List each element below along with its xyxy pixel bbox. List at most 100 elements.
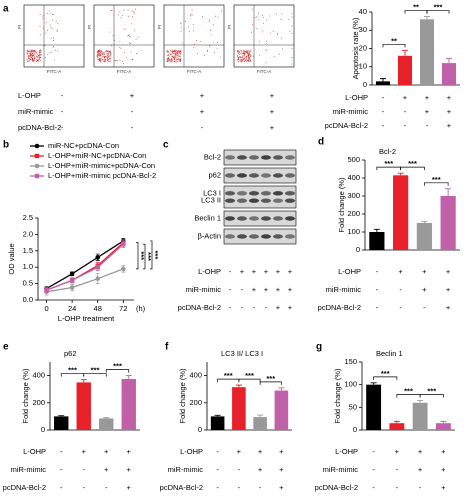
flow-event — [175, 56, 177, 58]
flow-event — [178, 59, 180, 61]
treatment-name: miR-mimic — [18, 107, 54, 116]
flow-event — [102, 55, 104, 57]
flow-event — [207, 51, 209, 53]
band-label: LC3 I — [203, 188, 221, 197]
x-unit: (h) — [136, 304, 146, 313]
significance-label: *** — [151, 251, 160, 260]
y-tick-label: 200 — [347, 209, 360, 218]
flow-event — [36, 58, 38, 60]
chart-title: Bcl-2 — [379, 147, 396, 156]
flow-event — [242, 59, 244, 61]
panel-label: f — [165, 342, 169, 353]
treatment-sign: + — [395, 447, 400, 456]
flow-event — [173, 53, 175, 55]
flow-event — [27, 54, 29, 56]
flow-event — [291, 16, 293, 18]
flow-event — [26, 59, 28, 61]
marker — [69, 271, 75, 277]
flow-x-label: FITC-A — [257, 69, 272, 74]
treatment-sign: + — [418, 465, 423, 474]
treatment-sign: - — [238, 483, 241, 492]
y-axis-label: OD value — [7, 243, 16, 274]
flow-event — [32, 59, 34, 61]
y-tick-label: 150 — [344, 357, 357, 366]
error-bar — [380, 78, 386, 82]
treatment-name: miR-mimic — [333, 107, 369, 116]
flow-event — [109, 54, 111, 55]
flow-event — [170, 58, 172, 59]
flow-event — [104, 61, 106, 62]
flow-event — [30, 53, 31, 55]
legend-label: L-OHP+miR-NC+pcDNA-Con — [48, 151, 146, 160]
flow-event — [96, 51, 98, 53]
flow-event — [192, 30, 194, 32]
flow-event — [270, 32, 272, 34]
flow-event — [103, 61, 105, 63]
flow-event — [176, 58, 178, 60]
treatment-sign: + — [258, 447, 263, 456]
flow-event — [28, 55, 30, 57]
blot-band — [236, 234, 248, 239]
flow-event — [97, 55, 98, 57]
flow-event — [263, 17, 264, 19]
flow-event — [249, 51, 251, 53]
flow-event — [39, 58, 41, 60]
flow-event — [247, 52, 249, 53]
flow-event — [44, 45, 46, 46]
bar — [76, 382, 91, 430]
flow-event — [32, 55, 34, 57]
flow-event — [209, 46, 211, 48]
flow-event — [131, 23, 133, 25]
flow-event — [33, 53, 35, 55]
flow-event — [99, 55, 101, 57]
flow-event — [113, 27, 115, 29]
flow-event — [57, 23, 59, 25]
panel-label: b — [3, 140, 9, 151]
flow-event — [105, 50, 107, 52]
legend-marker — [34, 173, 40, 179]
flow-event — [248, 59, 250, 61]
flow-event — [291, 32, 293, 34]
flow-event — [38, 59, 40, 61]
flow-event — [265, 49, 267, 51]
flow-event — [243, 58, 245, 60]
treatment-sign: - — [61, 107, 64, 116]
flow-event — [125, 57, 127, 59]
flow-event — [209, 45, 211, 47]
flow-event — [175, 49, 177, 51]
treatment-sign: + — [447, 121, 452, 130]
flow-event — [239, 52, 241, 54]
flow-event — [206, 50, 208, 51]
flow-event — [123, 9, 125, 11]
flow-event — [32, 60, 34, 62]
flow-event — [172, 53, 174, 54]
flow-event — [249, 57, 251, 59]
blot-frame — [223, 167, 297, 184]
flow-event — [281, 13, 283, 15]
flow-event — [135, 8, 137, 10]
flow-event — [169, 61, 171, 63]
flow-event — [180, 61, 182, 63]
bar — [435, 423, 451, 430]
flow-event — [240, 56, 242, 58]
significance-bracket — [238, 378, 261, 383]
blot-frame — [223, 149, 297, 166]
error-bar — [440, 420, 447, 424]
panel-label: g — [316, 342, 322, 353]
treatment-sign: + — [252, 285, 257, 294]
flow-event — [118, 14, 120, 16]
flow-event — [179, 53, 181, 54]
flow-event — [31, 49, 32, 51]
flow-event — [107, 57, 109, 59]
bar — [440, 196, 456, 250]
flow-event — [175, 53, 176, 55]
flow-event — [171, 50, 173, 52]
flow-event — [107, 50, 109, 52]
flow-event — [175, 54, 177, 56]
flow-event — [119, 11, 121, 12]
treatment-sign: - — [83, 465, 86, 474]
flow-event — [238, 51, 240, 53]
flow-x-label: FITC-A — [187, 69, 202, 74]
flow-event — [52, 46, 54, 48]
flow-event — [245, 56, 247, 57]
